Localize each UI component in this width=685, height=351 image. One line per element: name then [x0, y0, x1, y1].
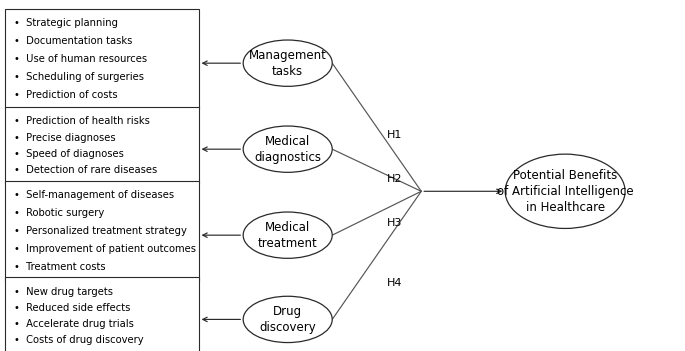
Text: Medical
treatment: Medical treatment [258, 221, 318, 250]
Text: •  Precise diagnoses: • Precise diagnoses [14, 133, 115, 143]
Bar [5, 107, 199, 183]
Text: •  Self-management of diseases: • Self-management of diseases [14, 190, 174, 200]
Text: •  Scheduling of surgeries: • Scheduling of surgeries [14, 72, 144, 82]
Text: •  Use of human resources: • Use of human resources [14, 54, 147, 64]
Text: •  Detection of rare diseases: • Detection of rare diseases [14, 165, 157, 175]
Ellipse shape [243, 296, 332, 343]
Bar [5, 277, 199, 351]
Text: •  Prediction of health risks: • Prediction of health risks [14, 116, 149, 126]
Text: •  Personalized treatment strategy: • Personalized treatment strategy [14, 226, 186, 236]
Text: •  Documentation tasks: • Documentation tasks [14, 36, 132, 46]
Text: Management
tasks: Management tasks [249, 49, 327, 78]
Text: Potential Benefits
of Artificial Intelligence
in Healthcare: Potential Benefits of Artificial Intelli… [497, 169, 634, 214]
Text: H3: H3 [387, 218, 402, 228]
Ellipse shape [505, 154, 625, 229]
Ellipse shape [243, 40, 332, 86]
Bar [5, 9, 199, 109]
Text: •  Strategic planning: • Strategic planning [14, 18, 118, 28]
Text: H1: H1 [387, 130, 402, 140]
Text: •  Costs of drug discovery: • Costs of drug discovery [14, 335, 143, 345]
Text: H2: H2 [387, 174, 403, 184]
Text: •  Accelerate drug trials: • Accelerate drug trials [14, 319, 134, 329]
Text: •  Reduced side effects: • Reduced side effects [14, 303, 130, 313]
Text: •  New drug targets: • New drug targets [14, 286, 113, 297]
Ellipse shape [243, 212, 332, 258]
Text: Drug
discovery: Drug discovery [260, 305, 316, 334]
Text: •  Speed of diagnoses: • Speed of diagnoses [14, 149, 123, 159]
Text: Medical
diagnostics: Medical diagnostics [254, 135, 321, 164]
Text: •  Prediction of costs: • Prediction of costs [14, 90, 117, 100]
Ellipse shape [243, 126, 332, 172]
Text: H4: H4 [387, 278, 403, 287]
Bar [5, 181, 199, 281]
Text: •  Improvement of patient outcomes: • Improvement of patient outcomes [14, 244, 196, 254]
Text: •  Treatment costs: • Treatment costs [14, 262, 105, 272]
Text: •  Robotic surgery: • Robotic surgery [14, 208, 104, 218]
